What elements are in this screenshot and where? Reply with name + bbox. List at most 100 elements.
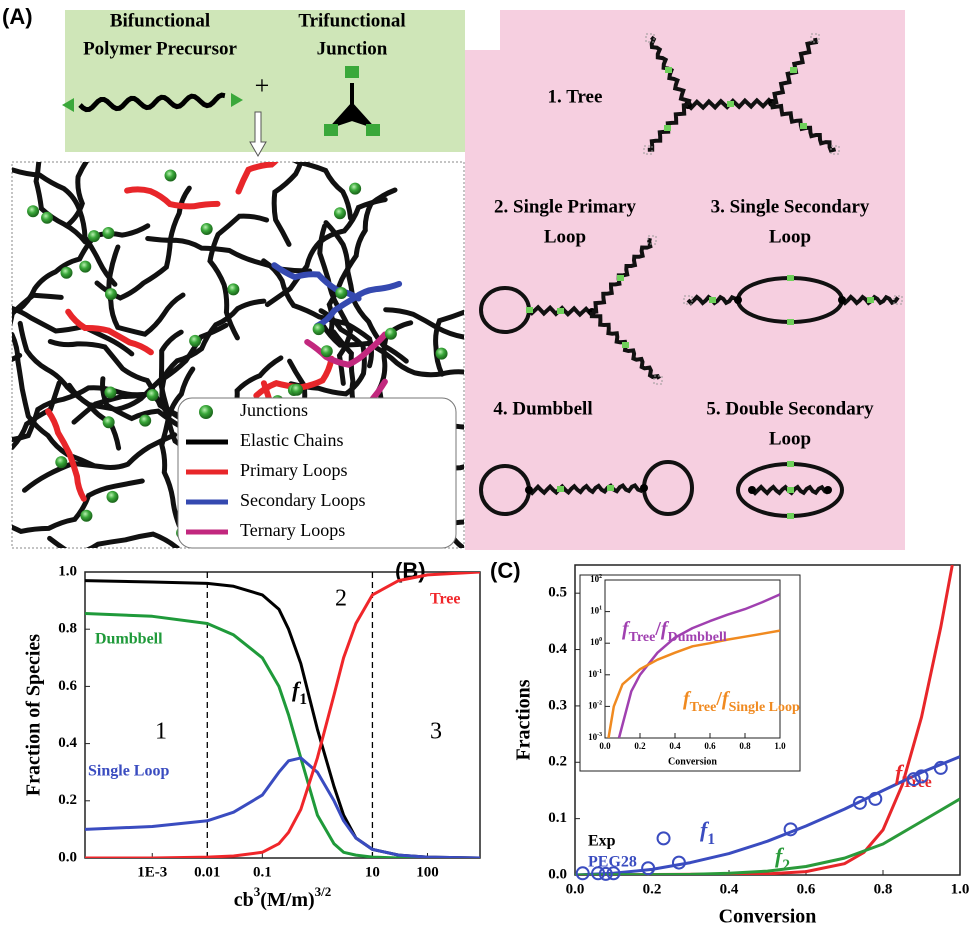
elastic-chain	[12, 305, 135, 357]
chain-mark	[607, 485, 614, 491]
junction	[525, 486, 533, 494]
x-tick-label: 0.0	[599, 741, 611, 751]
precursor-label: Polymer Precursor	[83, 38, 237, 59]
series-label: Dumbbell	[95, 631, 163, 648]
y-tick-label: 0.0	[58, 849, 77, 865]
x-tick-label: 10	[365, 864, 380, 880]
x-tick-label: 1.0	[774, 741, 786, 751]
chain-mark	[617, 275, 624, 281]
elastic-chain	[383, 307, 464, 340]
junction-dot	[290, 383, 303, 396]
structure-label: 5. Double Secondary	[706, 398, 874, 419]
junction-dot	[320, 345, 333, 358]
junction-dot	[349, 182, 362, 195]
structure-label: 2. Single Primary	[494, 196, 636, 217]
series-line	[85, 579, 480, 858]
elastic-chain	[33, 162, 88, 245]
junction-dot	[435, 347, 448, 360]
legend-label: Junctions	[240, 400, 308, 420]
structure-label: 3. Single Secondary	[711, 196, 870, 217]
precursor-chain	[78, 92, 226, 113]
loop	[65, 308, 154, 356]
structures	[479, 33, 903, 519]
x-tick-label: 0.2	[643, 881, 662, 897]
notch	[465, 10, 500, 50]
free-end	[643, 145, 653, 155]
elastic-chain	[15, 223, 151, 313]
chain-mark	[790, 67, 797, 73]
series-label: f1	[292, 677, 307, 708]
y-tick-label-part: 10	[588, 732, 598, 742]
elastic-chain	[12, 292, 64, 327]
free-end	[647, 235, 657, 245]
junction-end	[366, 124, 380, 136]
structure-label: Loop	[769, 226, 811, 247]
free-end	[893, 295, 903, 305]
legend-swatch	[199, 405, 213, 419]
plot-area	[607, 593, 780, 738]
y-tick-label: 0.4	[58, 735, 77, 751]
series-label-part: Dumbbell	[668, 630, 727, 645]
chain-mark	[664, 125, 671, 131]
elastic-chain	[288, 308, 367, 397]
y-tick-label-part: 1	[599, 606, 602, 612]
x-tick-label: 0.8	[874, 881, 893, 897]
elastic-chain	[261, 258, 374, 369]
junction	[838, 296, 846, 304]
loop	[235, 162, 279, 195]
series-label-part: f	[722, 688, 731, 710]
elastic-chain	[292, 162, 353, 221]
x-axis-label: Conversion	[668, 756, 717, 767]
data-point	[933, 760, 948, 775]
x-tick-label: 0.1	[253, 864, 272, 880]
series-line	[85, 612, 480, 858]
free-end	[683, 295, 693, 305]
junction-dot	[333, 207, 346, 220]
x-axis-label: cb3(M/m)3/2	[234, 884, 332, 910]
plus-sign: +	[255, 71, 270, 100]
y-tick-label-part: 10	[590, 637, 600, 647]
precursor-panel	[65, 10, 465, 152]
chain-mark	[787, 275, 794, 281]
chain-mark	[557, 308, 564, 314]
elastic-chain	[207, 213, 270, 341]
y-tick-label: 0.2	[548, 754, 567, 770]
x-axis-label-part: (M/m)	[260, 889, 314, 911]
chart: (B)1E-3 0.01 0.1 10 1000.00.20.40.60.81.0123…	[23, 558, 481, 911]
series-line	[607, 629, 780, 738]
junction	[748, 486, 756, 494]
series-line	[85, 756, 480, 858]
junction-label: Junction	[317, 38, 388, 59]
data-point	[656, 831, 671, 846]
y-tick-label-part: -2	[597, 701, 602, 707]
inset-background	[579, 574, 801, 772]
junction-dot	[189, 334, 202, 347]
junction-dot	[79, 260, 92, 273]
y-tick-label: 0.0	[548, 866, 567, 882]
y-tick-label-part: 10	[590, 606, 600, 616]
series-label-part: Single Loop	[729, 700, 800, 715]
elastic-chain	[47, 531, 180, 548]
free-end	[653, 375, 663, 385]
chain-mark	[787, 487, 794, 493]
junction-icon	[327, 83, 377, 130]
x-tick-label: 0.8	[739, 741, 751, 751]
series-label-part: 1	[707, 831, 715, 848]
junction-dot	[55, 456, 68, 469]
structure-label: 4. Dumbbell	[493, 398, 592, 419]
y-tick-label: 0.3	[548, 697, 567, 713]
chain-mark	[526, 307, 533, 313]
y-tick-label-part: 10	[588, 669, 598, 679]
junction-dot	[146, 389, 159, 402]
data-point	[598, 866, 613, 881]
data-point	[591, 866, 606, 881]
legend-box	[177, 397, 457, 549]
junction	[734, 296, 742, 304]
series-line	[617, 593, 780, 738]
chart: (C) 0.0 0.2 0.4 0.6 0.8 1.0 0.0 0.1 0.2 0.3 0.4 0.5 F…	[490, 558, 969, 928]
x-tick-label: 0.6	[704, 741, 716, 751]
chain-mark	[787, 461, 794, 467]
elastic-chain	[271, 162, 304, 247]
y-tick-label-part: 2	[599, 574, 602, 580]
series-label-part: f	[700, 817, 710, 842]
